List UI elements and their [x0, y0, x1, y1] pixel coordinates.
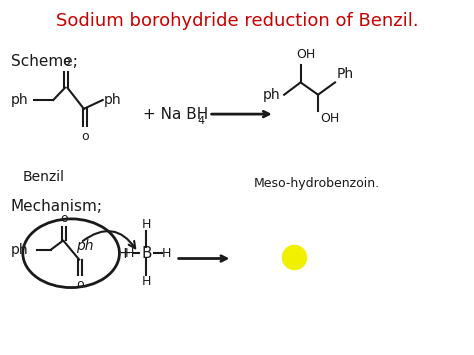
Text: H: H — [142, 275, 151, 288]
Text: Meso-hydrobenzoin.: Meso-hydrobenzoin. — [254, 178, 380, 191]
Text: o: o — [60, 212, 67, 225]
Text: OH: OH — [320, 112, 339, 125]
Text: o: o — [62, 55, 70, 68]
Text: Ph: Ph — [337, 67, 354, 81]
Point — [290, 254, 297, 260]
Text: ph: ph — [11, 93, 28, 107]
Text: Scheme;: Scheme; — [11, 54, 78, 69]
Text: ph: ph — [76, 239, 93, 253]
Text: Mechanism;: Mechanism; — [11, 199, 103, 214]
Text: ph: ph — [11, 243, 28, 257]
Text: + Na BH: + Na BH — [143, 106, 208, 122]
Text: ph: ph — [104, 93, 122, 107]
Text: Sodium borohydride reduction of Benzil.: Sodium borohydride reduction of Benzil. — [55, 12, 419, 30]
Text: +: + — [118, 246, 131, 261]
FancyArrowPatch shape — [83, 231, 135, 248]
Text: H: H — [142, 218, 151, 231]
Text: o: o — [76, 278, 84, 291]
Text: H: H — [125, 247, 134, 260]
Text: OH: OH — [296, 48, 315, 61]
Text: ph: ph — [263, 88, 281, 102]
Text: Benzil: Benzil — [23, 170, 65, 185]
Text: B: B — [141, 246, 152, 261]
Text: H: H — [162, 247, 171, 260]
Text: o: o — [81, 130, 89, 143]
Text: 4: 4 — [197, 116, 204, 126]
